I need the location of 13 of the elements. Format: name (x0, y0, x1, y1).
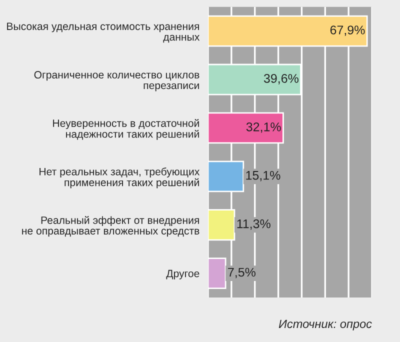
y-tick-label: Реальный эффект от внедрения не оправдывает вложенных средств (22, 216, 200, 237)
text: Источник: опрос (278, 320, 372, 330)
data-label: 15,1% (246, 170, 280, 182)
data-label: 7,5% (228, 268, 256, 278)
y-tick-label: Высокая удельная стоимость хранения данных (7, 22, 200, 43)
y-tick-label: Нет реальных задач, требующих применения таких решений (40, 168, 200, 188)
data-label: 67,9% (330, 26, 365, 36)
y-tick-label: Ограниченное количество циклов перезаписи (34, 71, 200, 92)
data-label: 11,3% (237, 219, 270, 230)
data-label: 39,6% (264, 74, 298, 84)
data-label: 32,1% (246, 122, 281, 133)
y-tick-label: Другое (166, 270, 200, 280)
y-tick-label: Неуверенность в достаточной надежности таких решений (53, 119, 199, 140)
